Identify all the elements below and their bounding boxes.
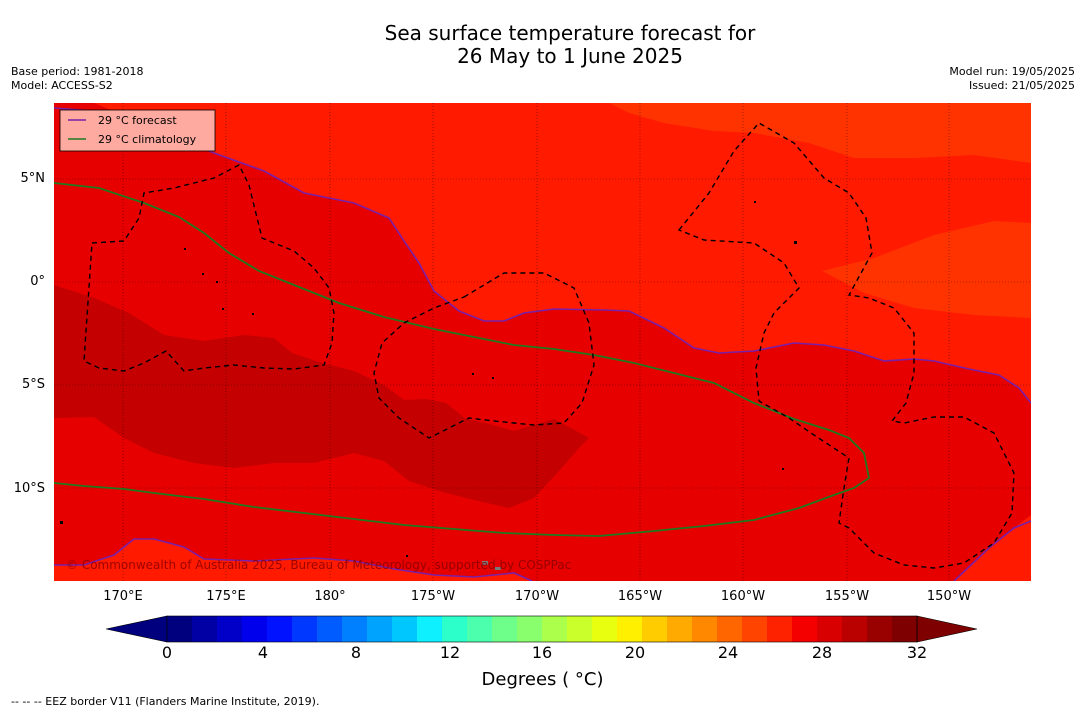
lon-label-180: 180° [314,589,346,604]
cb-tick-0: 0 [161,643,173,662]
colorbar-cell [717,616,743,642]
colorbar-cell [542,616,568,642]
legend-climatology-label: 29 °C climatology [98,133,197,146]
lon-label-160w: 160°W [720,589,766,604]
islands [60,201,797,570]
colorbar-cell [767,616,793,642]
colorbar-cell [667,616,693,642]
forecast-29c-contour [54,107,1031,581]
map-credit: © Commonwealth of Australia 2025, Bureau… [66,558,571,572]
cb-tick-12: 12 [439,643,461,662]
lon-label-150w: 150°W [926,589,972,604]
sst-band-30-31 [54,285,589,508]
colorbar-cell [492,616,518,642]
lon-label-170w: 170°W [514,589,560,604]
colorbar-cell [317,616,343,642]
eez-footnote: -- -- -- EEZ border V11 (Flanders Marine… [11,695,320,708]
cb-tick-28: 28 [811,643,833,662]
colorbar-cell [267,616,293,642]
colorbar-cell [242,616,268,642]
colorbar-cell [517,616,543,642]
lat-label-0: 0° [30,274,45,289]
cb-tick-8: 8 [350,643,362,662]
colorbar-cell [867,616,893,642]
colorbar-cell [842,616,868,642]
base-period-text: Base period: 1981-2018 [11,65,144,78]
lat-label-10s: 10°S [13,481,45,496]
colorbar-units: Degrees ( °C) [481,669,604,690]
colorbar-cell [567,616,593,642]
title-line-1: Sea surface temperature forecast for [384,21,756,45]
model-run-text: Model run: 19/05/2025 [949,65,1075,78]
sst-map: © Commonwealth of Australia 2025, Bureau… [54,103,1031,581]
colorbar-cell [592,616,618,642]
eez-borders [83,122,1015,569]
colorbar-cell [167,616,193,642]
title-line-2: 26 May to 1 June 2025 [457,44,683,68]
colorbar-cells [167,616,918,642]
colorbar [106,615,978,643]
colorbar-cell [692,616,718,642]
cb-tick-16: 16 [531,643,553,662]
colorbar-cell [417,616,443,642]
colorbar-cell [442,616,468,642]
meta-right: Model run: 19/05/2025 Issued: 21/05/2025 [949,65,1075,93]
lon-label-175e: 175°E [206,589,246,604]
colorbar-over-arrow [916,615,978,643]
sst-band-27-28-east [822,221,1031,318]
colorbar-cell [217,616,243,642]
colorbar-cell [342,616,368,642]
cb-tick-20: 20 [624,643,646,662]
colorbar-cell [467,616,493,642]
colorbar-cell [742,616,768,642]
colorbar-cell [192,616,218,642]
lon-label-170e: 170°E [103,589,143,604]
legend-forecast-label: 29 °C forecast [98,114,177,127]
colorbar-cell [617,616,643,642]
cb-tick-24: 24 [717,643,739,662]
lon-label-175w: 175°W [410,589,456,604]
sst-band-27-28 [609,103,1031,163]
colorbar-under-arrow [106,615,168,643]
legend-box [59,109,216,152]
lon-label-165w: 165°W [617,589,663,604]
colorbar-frame [166,615,918,643]
lon-label-155w: 155°W [824,589,870,604]
issued-text: Issued: 21/05/2025 [968,79,1075,92]
cb-tick-4: 4 [257,643,269,662]
climatology-29c-contour [54,182,871,537]
cb-tick-32: 32 [906,643,928,662]
colorbar-cell [792,616,818,642]
colorbar-cell [292,616,318,642]
map-legend: 29 °C forecast 29 °C climatology [59,109,216,152]
colorbar-cell [892,616,918,642]
colorbar-cell [817,616,843,642]
colorbar-cell [642,616,668,642]
sst-band-28-29-southeast [954,521,1031,581]
meta-left: Base period: 1981-2018 Model: ACCESS-S2 [11,65,143,93]
model-text: Model: ACCESS-S2 [11,79,113,92]
chart-title: Sea surface temperature forecast for 26 … [0,22,1085,68]
colorbar-cell [392,616,418,642]
lat-label-5n: 5°N [20,171,46,186]
colorbar-cell [367,616,393,642]
sst-band-28-29-south [54,539,532,581]
lat-label-5s: 5°S [21,377,45,392]
